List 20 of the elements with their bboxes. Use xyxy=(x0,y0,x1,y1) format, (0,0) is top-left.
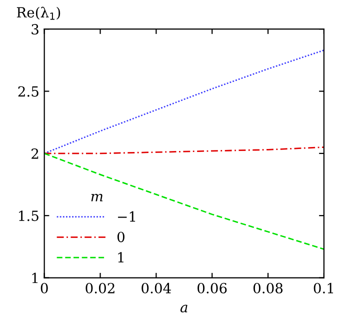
y-tick-label: 1.5 xyxy=(19,210,38,222)
line-series xyxy=(44,50,324,154)
x-tick-label: 0.02 xyxy=(86,282,114,294)
line-series xyxy=(44,152,324,250)
legend-label: −1 xyxy=(118,211,136,222)
x-tick-label: 0.08 xyxy=(253,282,283,294)
x-axis-title: a xyxy=(180,304,188,312)
x-tick-label: 0 xyxy=(40,282,48,294)
x-tick-label: 0.06 xyxy=(198,282,227,294)
legend-label: 0 xyxy=(117,232,124,242)
y-tick-label: 2.5 xyxy=(18,86,38,97)
y-axis-title: Re(λ$_{1}$) xyxy=(16,6,60,20)
x-tick-label: 0.1 xyxy=(314,282,334,294)
legend-label: 1 xyxy=(118,252,124,262)
y-tick-label: 1 xyxy=(32,272,38,284)
y-tick-label: 2 xyxy=(32,148,38,159)
line-series xyxy=(44,146,324,154)
legend-title: m xyxy=(91,194,103,202)
y-tick-label: 3 xyxy=(32,24,38,35)
x-tick-label: 0.04 xyxy=(142,282,171,294)
